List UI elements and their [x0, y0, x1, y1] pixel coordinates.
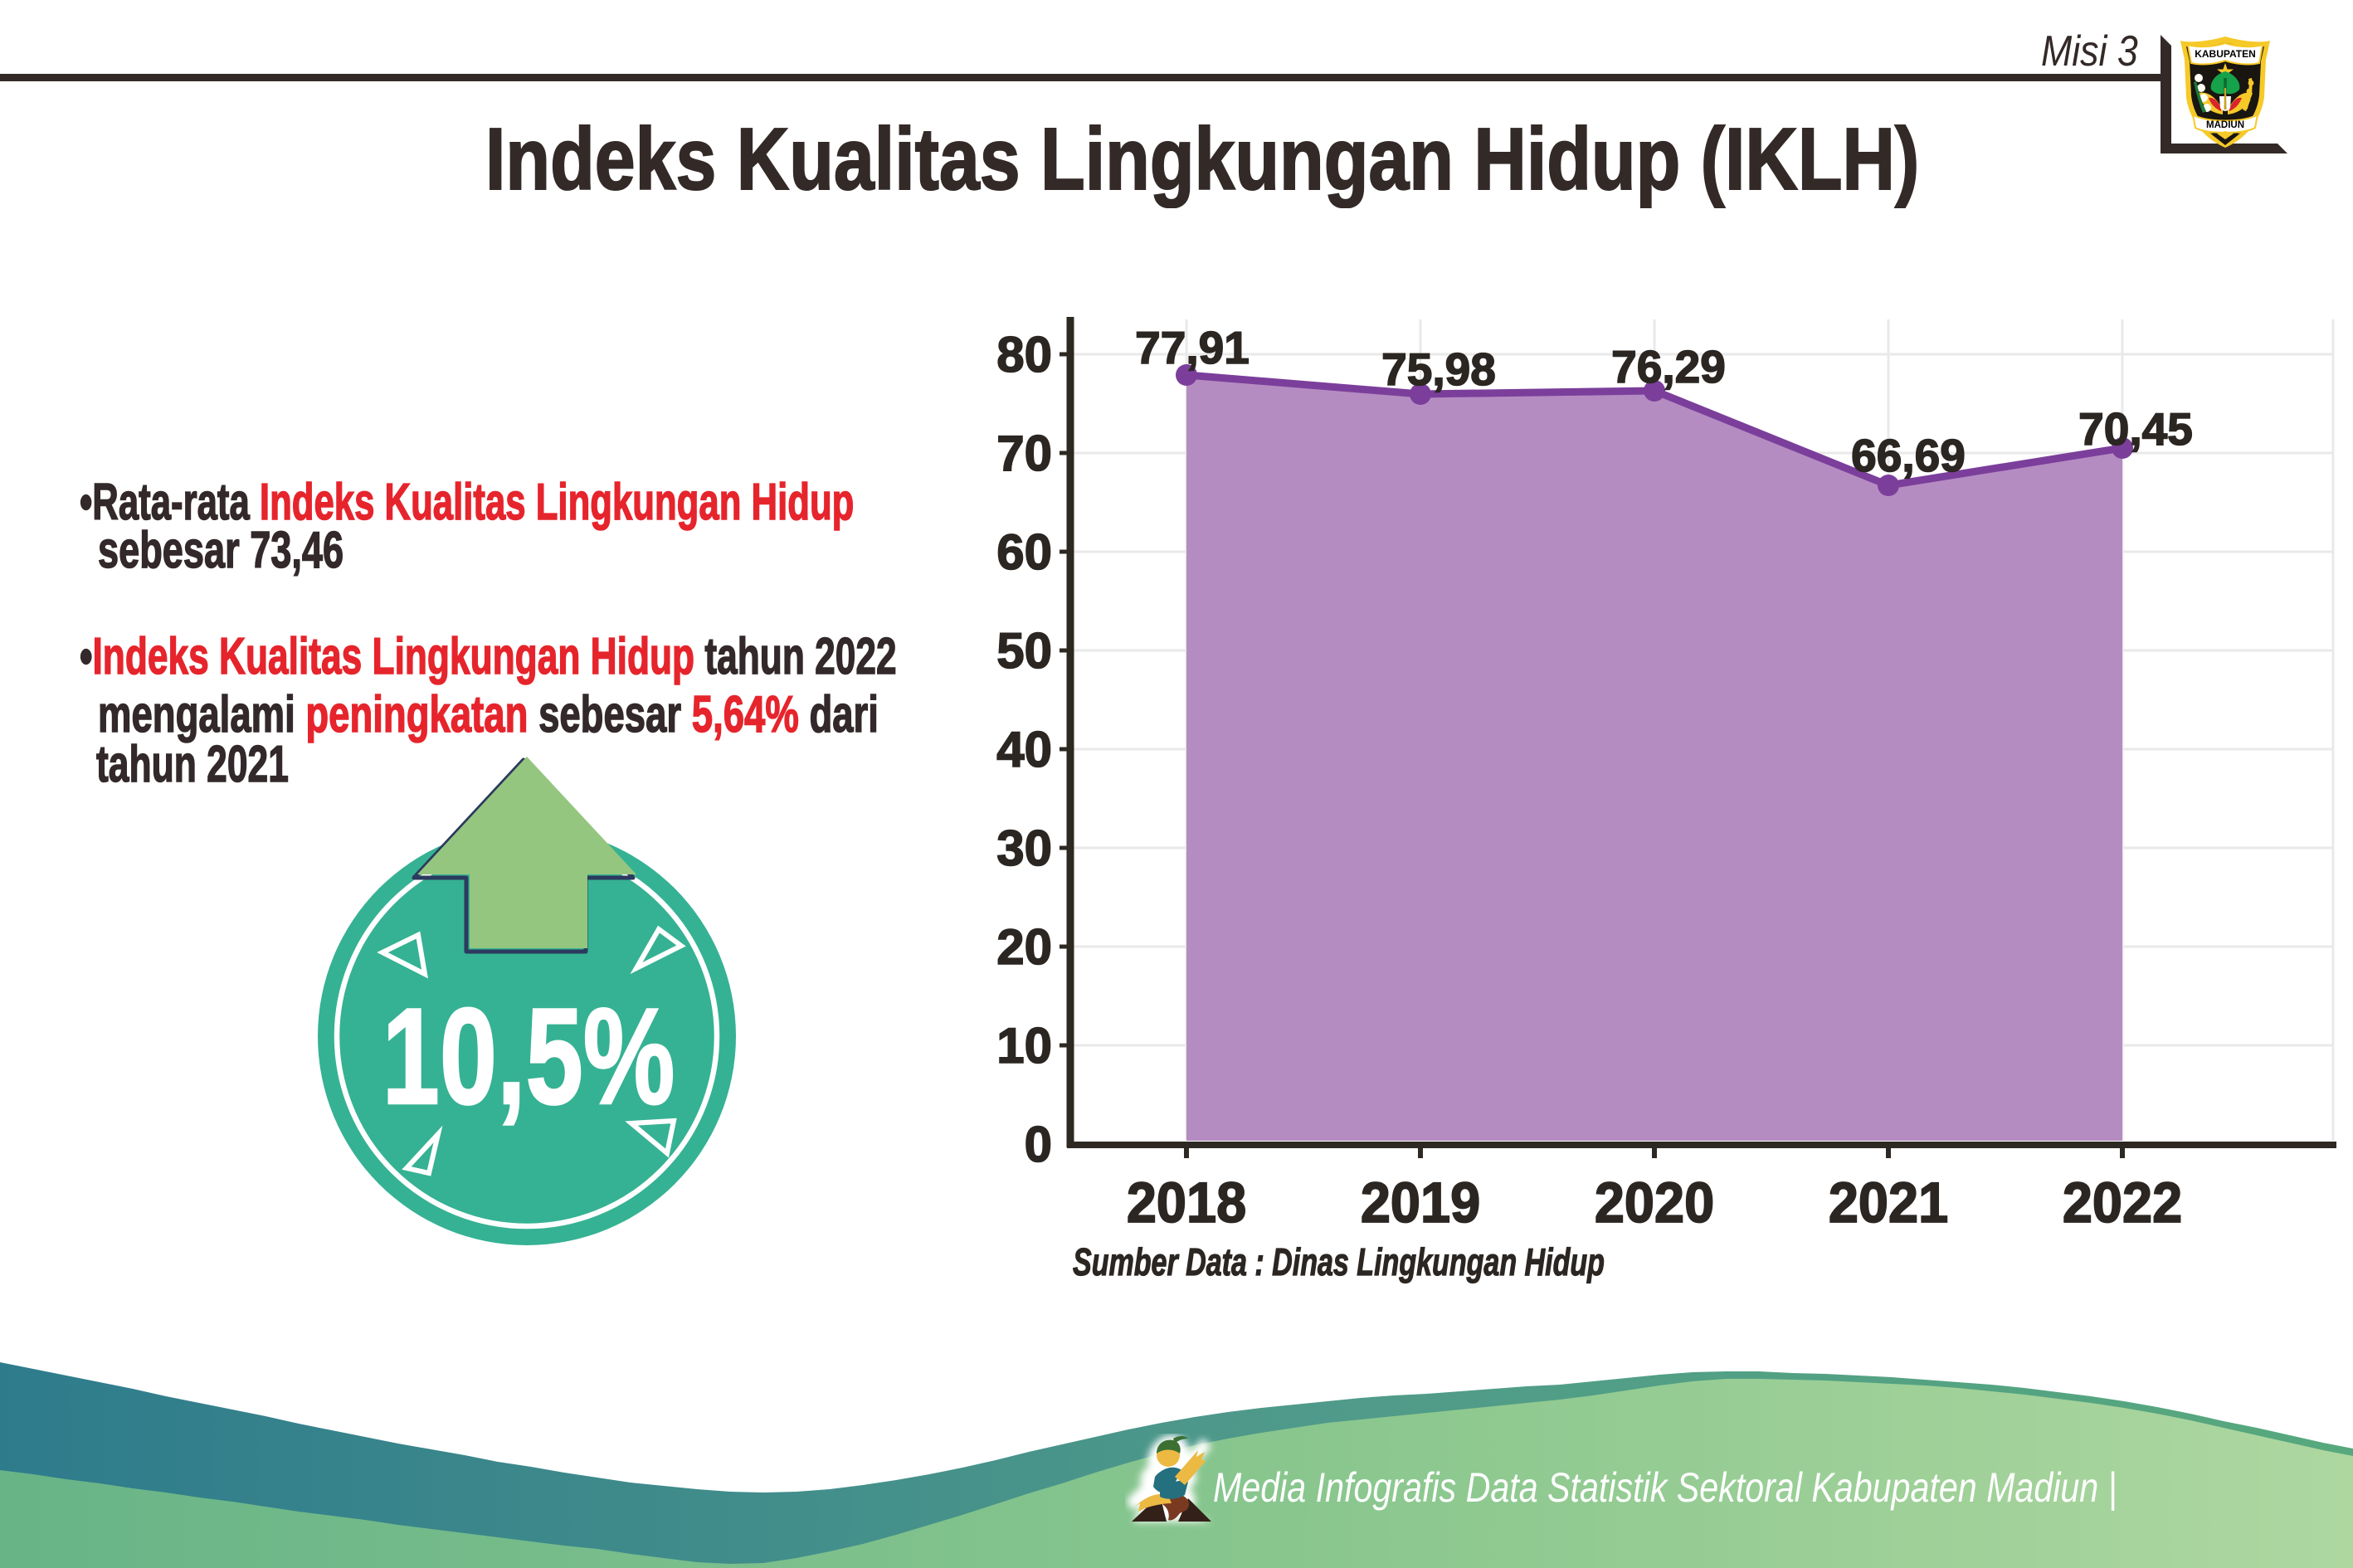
- svg-text:60: 60: [996, 524, 1052, 580]
- svg-text:70: 70: [996, 426, 1052, 481]
- svg-text:30: 30: [996, 821, 1052, 876]
- svg-text:77,91: 77,91: [1135, 322, 1250, 373]
- svg-text:0: 0: [1025, 1117, 1052, 1172]
- svg-text:50: 50: [996, 623, 1052, 679]
- svg-text:Sumber Data : Dinas Lingkungan: Sumber Data : Dinas Lingkungan Hidup: [1073, 1240, 1605, 1283]
- svg-text:10: 10: [996, 1018, 1052, 1074]
- svg-text:40: 40: [996, 722, 1052, 777]
- svg-text:2022: 2022: [2063, 1171, 2182, 1234]
- svg-text:2019: 2019: [1361, 1171, 1480, 1234]
- svg-text:70,45: 70,45: [2078, 403, 2193, 455]
- svg-text:66,69: 66,69: [1851, 430, 1966, 481]
- svg-text:2021: 2021: [1829, 1171, 1948, 1234]
- svg-text:75,98: 75,98: [1381, 343, 1496, 395]
- svg-text:10,5%: 10,5%: [382, 980, 675, 1132]
- svg-text:2018: 2018: [1127, 1171, 1246, 1234]
- svg-text:MADIUN: MADIUN: [2206, 120, 2244, 130]
- svg-text:20: 20: [996, 919, 1052, 975]
- svg-text:80: 80: [996, 327, 1052, 382]
- svg-text:2020: 2020: [1595, 1171, 1714, 1234]
- svg-text:76,29: 76,29: [1611, 341, 1726, 392]
- svg-text:KABUPATEN: KABUPATEN: [2195, 48, 2256, 60]
